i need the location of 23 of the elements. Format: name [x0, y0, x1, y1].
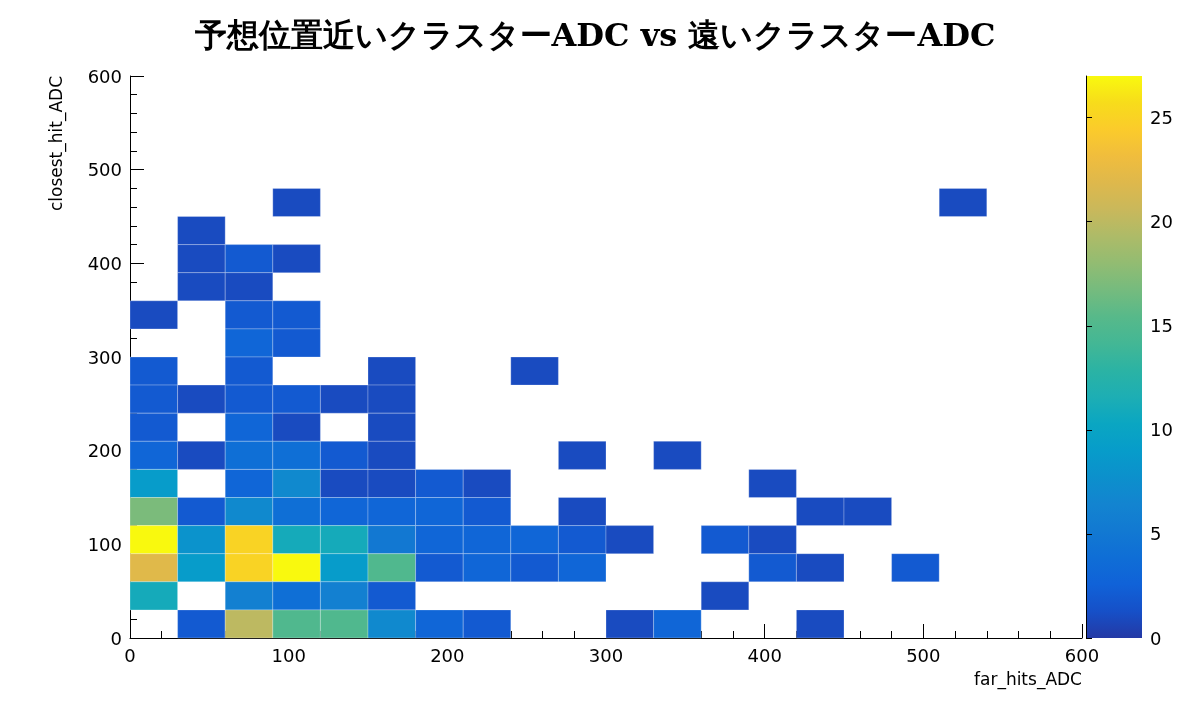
- x-tick-label: 100: [271, 644, 306, 666]
- y-tick-label: 600: [87, 65, 122, 87]
- y-tick-label: 200: [87, 440, 122, 462]
- y-tick-label: 400: [87, 252, 122, 274]
- y-tick-label: 0: [110, 627, 122, 649]
- y-tick-label: 500: [87, 159, 122, 181]
- x-axis-title: far_hits_ADC: [973, 668, 1082, 690]
- x-tick-label: 200: [430, 644, 465, 666]
- chart-title: 予想位置近いクラスターADC vs 遠いクラスターADC: [193, 16, 996, 54]
- color-bar-label: 15: [1150, 315, 1173, 337]
- color-bar-label: 20: [1150, 211, 1173, 233]
- y-tick-label: 300: [87, 346, 122, 368]
- x-tick-label: 0: [124, 644, 136, 666]
- y-tick-label: 100: [87, 533, 122, 555]
- x-tick-label: 300: [588, 644, 624, 666]
- color-bar-label: 25: [1150, 107, 1173, 129]
- color-bar-label: 0: [1150, 627, 1162, 649]
- color-bar-label: 10: [1150, 419, 1173, 441]
- x-tick-label: 400: [747, 644, 782, 666]
- x-tick-label: 600: [1064, 644, 1100, 666]
- y-axis-title: closest_hit_ADC: [45, 76, 67, 212]
- x-tick-label: 500: [906, 644, 941, 666]
- color-bar-label: 5: [1150, 523, 1162, 545]
